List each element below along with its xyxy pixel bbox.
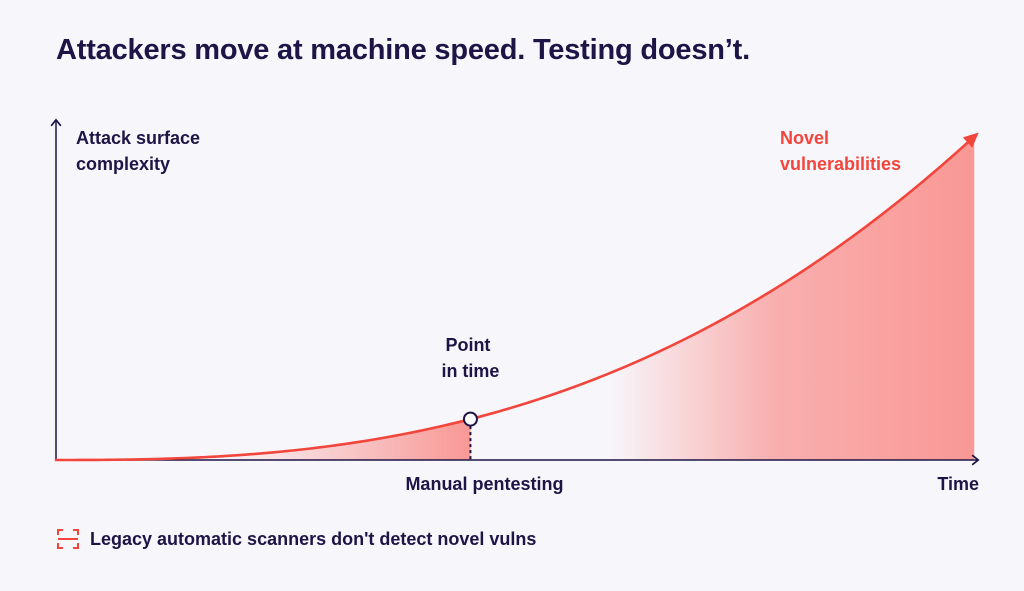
page-title: Attackers move at machine speed. Testing… [56, 34, 750, 66]
shaded-area-1 [608, 136, 975, 461]
curve-label: Novel vulnerabilities [780, 128, 901, 174]
series-line [54, 135, 976, 462]
marker-x-label: Manual pentesting [405, 474, 563, 494]
marker-point [462, 411, 478, 427]
x-axis-label: Time [937, 474, 979, 494]
legend: Legacy automatic scanners don't detect n… [56, 527, 536, 551]
marker-label: Point in time [441, 335, 499, 381]
y-axis-label: Attack surface complexity [76, 128, 205, 174]
legend-label: Legacy automatic scanners don't detect n… [90, 528, 537, 549]
scanner-bracket-icon [57, 529, 79, 549]
curve-arrowhead [962, 132, 979, 148]
shaded-area-0 [221, 419, 471, 460]
